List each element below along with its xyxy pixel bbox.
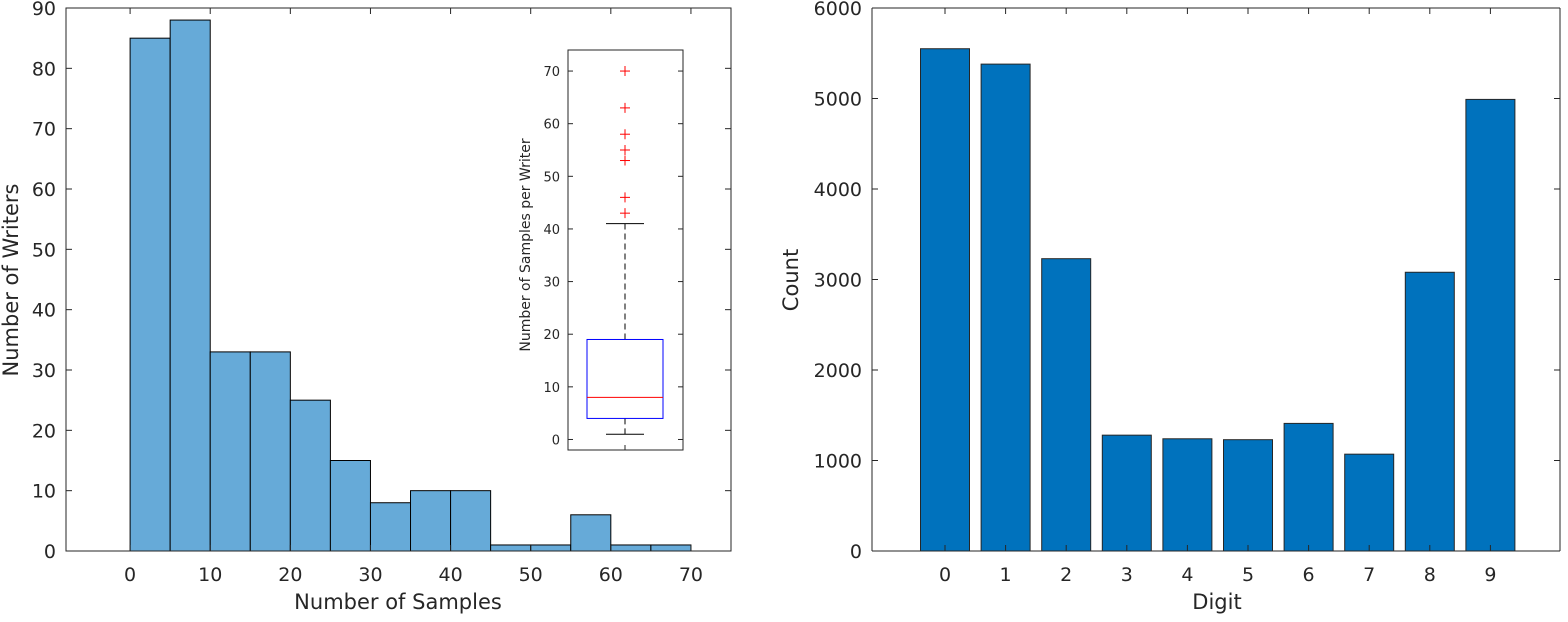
digit-bar (1344, 453, 1395, 552)
histogram-xtick-label: 10 (198, 564, 222, 586)
digit-xtick-label: 5 (1242, 564, 1254, 586)
histogram-bar (329, 460, 371, 552)
digit-xtick-label: 9 (1484, 564, 1496, 586)
histogram-ytick-label: 0 (44, 541, 56, 563)
digit-xtick-label: 3 (1121, 564, 1133, 586)
histogram-bar (610, 544, 652, 552)
inset-ytick-label: 30 (543, 276, 560, 291)
histogram-bar (169, 19, 211, 552)
histogram-ytick-label: 80 (32, 58, 56, 80)
inset-box (586, 338, 664, 419)
histogram-axes: 0 10 20 30 40 50 60 70 0 10 20 30 40 50 60 70 80 90 (32, 0, 732, 586)
histogram-xtick-label: 50 (519, 564, 543, 586)
histogram-bar (289, 399, 331, 552)
digit-bar (1404, 271, 1455, 552)
histogram-ytick-label: 90 (32, 0, 56, 20)
inset-ytick-label: 50 (543, 170, 560, 185)
digit-ytick-label: 4000 (814, 179, 862, 201)
digit-ytick-label: 2000 (814, 360, 862, 382)
histogram-bar (410, 490, 452, 552)
digit-bar (1041, 258, 1092, 552)
inset-ylabel: Number of Samples per Writer (518, 138, 534, 352)
digit-ytick-label: 0 (850, 541, 862, 563)
digit-count-panel: 0 1 2 3 4 5 6 7 8 9 0 1000 2000 3000 4000 5000 6000 Digi… (779, 0, 1561, 614)
digit-xtick-label: 2 (1060, 564, 1072, 586)
histogram-axes-box (65, 7, 732, 552)
histogram-ytick-label: 30 (32, 360, 56, 382)
inset-outlier-marker (620, 208, 630, 219)
histogram-xtick-label: 30 (358, 564, 382, 586)
histogram-bar (450, 490, 492, 552)
histogram-ytick-label: 70 (32, 119, 56, 141)
inset-ytick-label: 70 (543, 65, 560, 80)
histogram-xtick-label: 20 (278, 564, 302, 586)
histogram-xtick-label: 70 (679, 564, 703, 586)
histogram-ytick-label: 10 (32, 481, 56, 503)
digit-bar (1223, 439, 1273, 552)
inset-ytick-label: 20 (543, 328, 560, 343)
histogram-panel: 0 10 20 30 40 50 60 70 0 10 20 30 40 50 60 70 80 90 Numbe… (0, 0, 732, 614)
digit-xtick-label: 7 (1363, 564, 1375, 586)
histogram-bar (369, 502, 412, 552)
inset-outlier-marker (620, 145, 630, 155)
digit-xtick-label: 4 (1181, 564, 1193, 586)
histogram-xtick-label: 40 (438, 564, 462, 586)
digit-ytick-label: 5000 (814, 89, 862, 111)
inset-box-elements (586, 66, 664, 435)
inset-ytick-label: 0 (552, 433, 560, 448)
digit-bar (980, 63, 1031, 552)
inset-ytick-label: 60 (543, 118, 560, 133)
histogram-bars (129, 19, 692, 552)
histogram-xlabel: Number of Samples (294, 590, 502, 614)
digit-bars (920, 48, 1516, 552)
inset-outlier-marker (620, 102, 630, 113)
inset-axes: 0 10 20 30 40 50 60 70 (543, 65, 683, 450)
digit-ylabel: Count (779, 249, 803, 311)
digit-xtick-label: 0 (939, 564, 951, 586)
histogram-ytick-label: 40 (32, 300, 56, 322)
histogram-xtick-label: 60 (599, 564, 623, 586)
inset-outlier-marker (620, 66, 630, 77)
inset-outlier-marker (620, 155, 630, 166)
digit-xlabel: Digit (1192, 590, 1241, 614)
histogram-ytick-label: 20 (32, 420, 56, 442)
digit-axes: 0 1 2 3 4 5 6 7 8 9 0 1000 2000 3000 4000 5000 6000 (814, 0, 1561, 586)
inset-outlier-marker (620, 192, 630, 203)
histogram-bar (249, 351, 291, 552)
digit-ytick-label: 3000 (814, 270, 862, 292)
digit-bar (920, 48, 970, 552)
histogram-bar (530, 544, 572, 552)
histogram-xtick-label: 0 (124, 564, 136, 586)
digit-bar (1101, 434, 1152, 552)
histogram-bar (129, 37, 171, 552)
histogram-ytick-label: 50 (32, 239, 56, 261)
histogram-ylabel: Number of Writers (0, 184, 23, 377)
digit-bar (1283, 422, 1334, 552)
histogram-bar (209, 351, 251, 552)
inset-outlier-marker (620, 129, 630, 140)
digit-xtick-label: 1 (1000, 564, 1012, 586)
digit-bar (1162, 438, 1213, 552)
histogram-bar (650, 544, 692, 552)
histogram-bar (570, 514, 612, 552)
digit-plot-area (872, 8, 1560, 551)
histogram-bar (490, 544, 532, 552)
digit-xtick-label: 8 (1424, 564, 1436, 586)
inset-boxplot: 0 10 20 30 40 50 60 70 Number of Samples per Wr… (518, 49, 684, 451)
digit-ytick-label: 1000 (814, 451, 862, 473)
histogram-ytick-label: 60 (32, 179, 56, 201)
inset-ytick-label: 40 (543, 223, 560, 238)
inset-ytick-label: 10 (543, 381, 560, 396)
digit-ytick-label: 6000 (814, 0, 862, 20)
digit-xtick-label: 6 (1303, 564, 1315, 586)
digit-bar (1465, 98, 1516, 552)
